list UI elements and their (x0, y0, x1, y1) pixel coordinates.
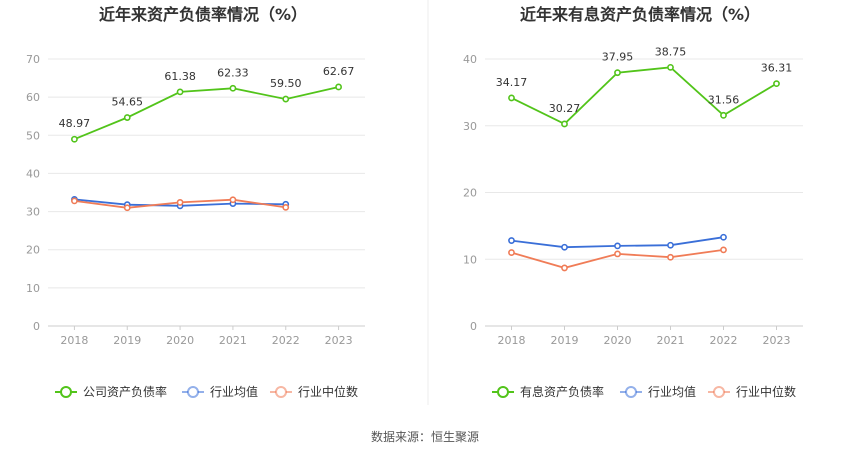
data-label: 59.50 (270, 77, 302, 90)
company-point[interactable] (773, 80, 780, 88)
legend-item-industry-median[interactable]: 行业中位数 (270, 384, 358, 399)
y-tick-label: 30 (26, 206, 40, 219)
data-label: 34.17 (496, 76, 528, 89)
industry-median-point[interactable] (229, 196, 237, 204)
x-tick-label: 2018 (60, 334, 88, 347)
industry-median-point[interactable] (667, 253, 674, 261)
x-tick-label: 2020 (166, 334, 194, 347)
company-point[interactable] (229, 84, 237, 92)
legend-circle-icon (497, 386, 509, 398)
industry-median-point[interactable] (71, 197, 78, 205)
industry-mean-point[interactable] (720, 233, 727, 241)
y-tick-label: 70 (26, 53, 40, 66)
x-tick-label: 2021 (657, 334, 685, 347)
legend-circle-icon (713, 386, 725, 398)
company-point[interactable] (720, 111, 727, 119)
y-tick-label: 0 (33, 320, 40, 333)
company-line (511, 66, 777, 125)
y-tick-label: 50 (26, 129, 40, 142)
data-label: 37.95 (602, 51, 634, 64)
legend-label: 行业中位数 (298, 384, 358, 399)
data-label: 30.27 (549, 102, 581, 115)
legend-item-industry-mean[interactable]: 行业均值 (620, 384, 696, 399)
y-tick-label: 0 (470, 320, 477, 333)
debt-ratio-chart: 近年来资产负债率情况（%） 0 10 20 30 40 50 60 70 2018 2019 2020… (26, 5, 365, 399)
y-tick-label: 40 (26, 167, 40, 180)
legend-item-industry-median[interactable]: 行业中位数 (708, 384, 796, 399)
company-point[interactable] (71, 135, 78, 143)
y-tick-label: 30 (463, 120, 477, 133)
y-tick-label: 10 (26, 282, 40, 295)
y-tick-label: 60 (26, 91, 40, 104)
y-tick-label: 40 (463, 53, 477, 66)
company-line (74, 86, 339, 141)
legend-circle-icon (625, 386, 637, 398)
industry-median-point[interactable] (282, 203, 290, 211)
industry-median-point[interactable] (123, 204, 131, 212)
data-label: 61.38 (164, 70, 196, 83)
industry-mean-point[interactable] (561, 243, 568, 251)
industry-mean-point[interactable] (508, 237, 515, 244)
company-point[interactable] (335, 83, 342, 91)
legend-label: 行业均值 (210, 384, 258, 399)
company-point[interactable] (123, 114, 131, 121)
x-tick-label: 2022 (710, 334, 738, 347)
data-label: 31.56 (708, 93, 740, 106)
industry-mean-point[interactable] (667, 241, 674, 249)
industry-median-point[interactable] (614, 250, 621, 258)
industry-mean-point[interactable] (614, 242, 621, 250)
chart-title: 近年来有息资产负债率情况（%） (520, 5, 760, 24)
industry-median-point[interactable] (508, 249, 515, 256)
x-tick-label: 2023 (763, 334, 791, 347)
x-tick-label: 2023 (325, 334, 353, 347)
data-label: 48.97 (59, 117, 91, 130)
industry-median-point[interactable] (561, 264, 568, 272)
legend-item-industry-mean[interactable]: 行业均值 (182, 384, 258, 399)
legend-item-company[interactable]: 公司资产负债率 (55, 384, 167, 399)
company-point[interactable] (561, 120, 568, 128)
legend-label: 有息资产负债率 (520, 384, 604, 399)
company-point[interactable] (508, 94, 515, 102)
chart-title: 近年来资产负债率情况（%） (99, 5, 307, 24)
x-tick-label: 2020 (604, 334, 632, 347)
data-source-note: 数据来源：恒生聚源 (370, 430, 479, 444)
company-point[interactable] (667, 63, 674, 71)
y-tick-label: 20 (463, 187, 477, 200)
x-tick-label: 2021 (219, 334, 247, 347)
x-tick-label: 2019 (113, 334, 141, 347)
industry-median-point[interactable] (720, 246, 727, 254)
x-tick-label: 2022 (272, 334, 300, 347)
legend-item-company[interactable]: 有息资产负债率 (492, 384, 604, 399)
industry-median-point[interactable] (176, 199, 184, 206)
legend-label: 公司资产负债率 (83, 384, 167, 399)
company-point[interactable] (614, 69, 621, 77)
interest-debt-ratio-chart: 近年来有息资产负债率情况（%） 0 10 20 30 40 2018 2019 2020 2021… (463, 5, 803, 399)
data-label: 62.67 (323, 65, 355, 78)
y-tick-label: 20 (26, 244, 40, 257)
legend-circle-icon (187, 386, 199, 398)
x-tick-label: 2019 (551, 334, 579, 347)
y-tick-label: 10 (463, 253, 477, 266)
company-point[interactable] (282, 95, 290, 103)
x-tick-label: 2018 (498, 334, 526, 347)
company-point[interactable] (176, 88, 184, 96)
data-label: 62.33 (217, 66, 249, 79)
data-label: 36.31 (761, 62, 793, 75)
legend-circle-icon (60, 386, 72, 398)
data-label: 38.75 (655, 45, 687, 58)
data-label: 54.65 (112, 96, 144, 109)
legend-label: 行业中位数 (736, 384, 796, 399)
legend-label: 行业均值 (648, 384, 696, 399)
legend-circle-icon (275, 386, 287, 398)
